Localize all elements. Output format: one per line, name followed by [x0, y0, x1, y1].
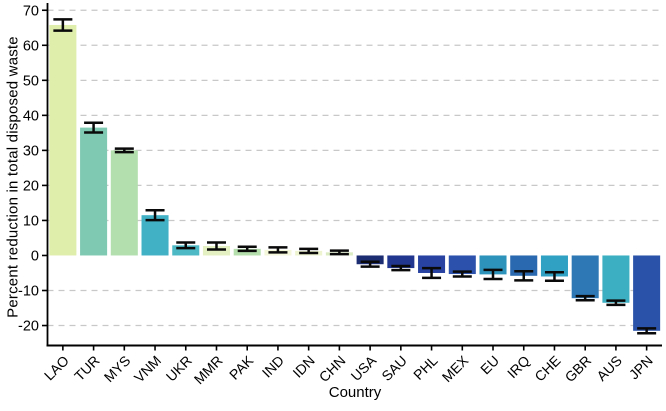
bar-JPN	[633, 255, 661, 331]
errorbar-EU	[483, 268, 503, 281]
x-tick-label-LAO: LAO	[41, 352, 72, 383]
y-tick-label--10: -10	[18, 284, 39, 300]
x-tick-label-UKR: UKR	[163, 352, 195, 384]
x-tick-label-MYS: MYS	[101, 352, 134, 385]
y-tick-label-30: 30	[23, 143, 39, 159]
bar-USA	[356, 255, 384, 265]
errorbar-LAO	[53, 18, 73, 32]
errorbar-USA	[360, 260, 380, 268]
errorbar-MMR	[206, 241, 226, 251]
bar-VNM	[141, 215, 169, 256]
errorbar-CHN	[329, 249, 349, 256]
errorbar-VNM	[145, 209, 165, 222]
errorbar-GBR	[575, 294, 595, 302]
y-tick-label-60: 60	[23, 38, 39, 54]
errorbar-PHL	[422, 266, 442, 280]
x-tick-label-AUS: AUS	[593, 352, 625, 384]
y-tick-label-70: 70	[23, 3, 39, 19]
x-tick-label-MMR: MMR	[191, 352, 226, 387]
x-axis-label: Country	[328, 384, 382, 401]
x-tick-label-CHE: CHE	[531, 352, 563, 384]
errorbar-JPN	[637, 327, 657, 335]
x-tick-label-VNM: VNM	[131, 352, 164, 385]
bar-GBR	[571, 255, 599, 299]
errorbar-SAU	[391, 264, 411, 272]
errorbar-IDN	[299, 247, 319, 255]
bar-AUS	[602, 255, 630, 303]
x-tick-label-PAK: PAK	[226, 352, 257, 383]
bar-MEX	[448, 255, 476, 275]
bar-UKR	[172, 245, 200, 256]
bar-MYS	[110, 150, 138, 256]
x-tick-label-SAU: SAU	[378, 352, 410, 384]
bar-TUR	[80, 127, 108, 256]
x-tick-label-IDN: IDN	[289, 352, 317, 380]
x-tick-label-EU: EU	[477, 352, 502, 377]
x-tick-label-IND: IND	[259, 352, 287, 380]
errorbar-TUR	[84, 121, 104, 134]
errorbar-PAK	[237, 245, 257, 253]
x-tick-label-TUR: TUR	[71, 352, 103, 384]
errorbar-CHE	[544, 271, 564, 282]
bar-LAO	[49, 24, 77, 256]
y-tick-label-50: 50	[23, 73, 39, 89]
errorbar-MYS	[114, 147, 134, 154]
x-tick-label-JPN: JPN	[626, 352, 656, 382]
errorbar-AUS	[606, 299, 626, 307]
y-tick-label-10: 10	[23, 213, 39, 229]
y-axis-label: Percent reduction in total disposed wast…	[4, 36, 22, 318]
y-tick-label-20: 20	[23, 178, 39, 194]
y-tick-label--20: -20	[18, 319, 39, 335]
errorbar-MEX	[452, 270, 472, 278]
x-tick-label-PHL: PHL	[410, 352, 441, 383]
x-tick-label-CHN: CHN	[316, 352, 349, 385]
x-tick-label-IRQ: IRQ	[504, 352, 533, 381]
y-tick-label-0: 0	[31, 248, 39, 264]
x-tick-label-MEX: MEX	[439, 352, 472, 385]
errorbar-UKR	[176, 241, 196, 250]
errorbar-IRQ	[514, 269, 534, 282]
x-tick-label-GBR: GBR	[562, 352, 595, 385]
y-tick-label-40: 40	[23, 108, 39, 124]
errorbar-IND	[268, 246, 288, 254]
x-tick-label-USA: USA	[348, 352, 380, 384]
